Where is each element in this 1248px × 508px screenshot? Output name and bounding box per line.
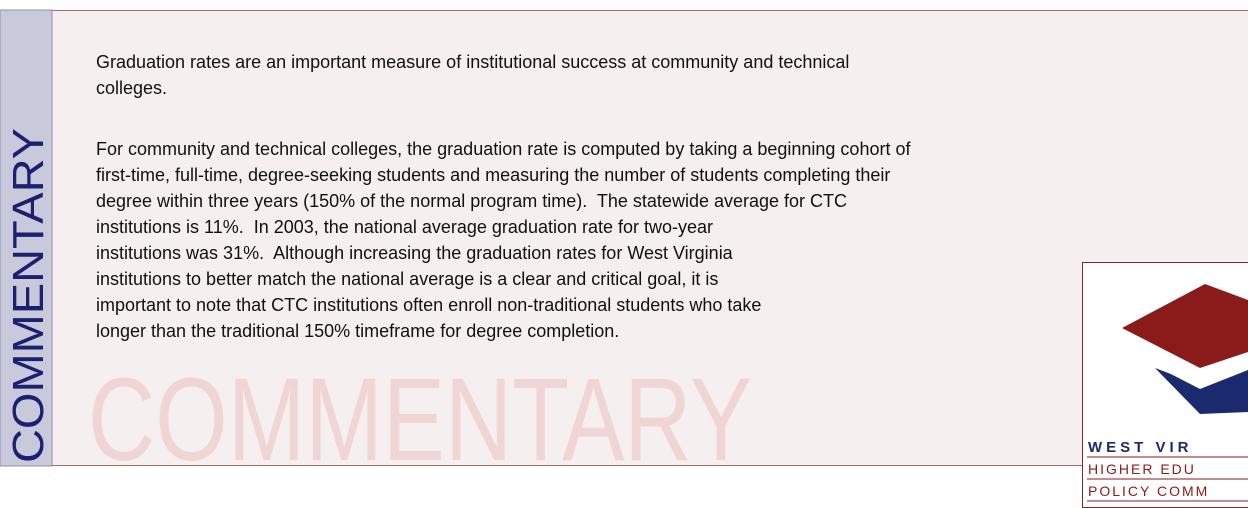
watermark: COMMENTARY xyxy=(88,354,752,486)
paragraph-line: longer than the traditional 150% timefra… xyxy=(96,321,619,341)
logo-swoosh-gap xyxy=(1163,362,1248,389)
logo-line2: HIGHER EDU xyxy=(1088,461,1196,477)
sidebar xyxy=(0,9,53,467)
paragraph-line: degree within three years (150% of the n… xyxy=(96,191,847,211)
logo-line3: POLICY COMM xyxy=(1088,483,1209,499)
logo: WEST VIR HIGHER EDU POLICY COMM xyxy=(1082,262,1248,508)
paragraph-line: important to note that CTC institutions … xyxy=(96,295,761,315)
paragraph-line: institutions was 31%. Although increasin… xyxy=(96,243,734,263)
paragraph-line: Graduation rates are an important measur… xyxy=(96,52,849,72)
body-text: Graduation rates are an important measur… xyxy=(96,52,911,341)
sidebar-label: COMMENTARY xyxy=(4,128,53,463)
paragraph-line: colleges. xyxy=(96,78,167,98)
paragraph-line: first-time, full-time, degree-seeking st… xyxy=(96,165,890,185)
paragraph-line: institutions is 11%. In 2003, the nation… xyxy=(96,217,713,237)
paragraph-line: institutions to better match the nationa… xyxy=(96,269,718,289)
paragraph-line: For community and technical colleges, th… xyxy=(96,139,911,159)
logo-line1: WEST VIR xyxy=(1088,439,1193,456)
panel xyxy=(52,10,1248,466)
logo-cap xyxy=(1122,284,1248,368)
